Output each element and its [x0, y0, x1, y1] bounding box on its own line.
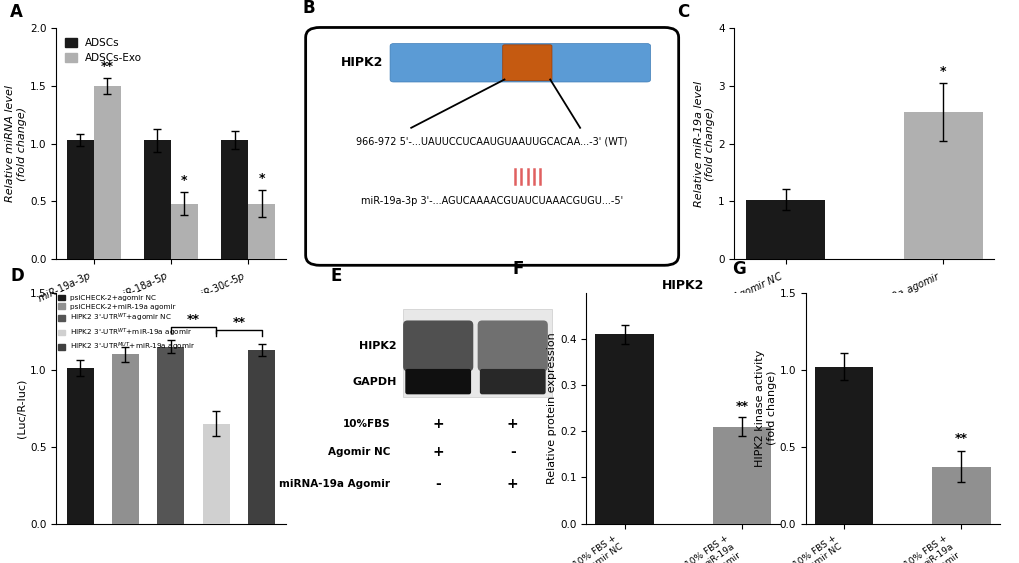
Bar	[814, 367, 872, 524]
Text: -: -	[435, 477, 440, 491]
Bar	[403, 309, 551, 396]
Y-axis label: Relative miR-19a level
(fold change): Relative miR-19a level (fold change)	[693, 81, 714, 207]
Legend: psiCHECK-2+agomir NC, psiCHECK-2+miR-19a agomir, HIPK2 3'-UTR$^{WT}$+agomir NC, : psiCHECK-2+agomir NC, psiCHECK-2+miR-19a…	[55, 292, 199, 356]
Text: miRNA-19a Agomir: miRNA-19a Agomir	[278, 479, 389, 489]
Bar	[248, 204, 275, 259]
FancyBboxPatch shape	[405, 369, 471, 394]
Text: **: **	[735, 400, 748, 413]
FancyBboxPatch shape	[389, 43, 650, 82]
Bar	[595, 334, 653, 524]
Bar	[112, 354, 139, 524]
Bar	[712, 427, 770, 524]
Text: +: +	[506, 417, 518, 431]
Text: +: +	[432, 445, 443, 459]
Bar	[248, 350, 275, 524]
Text: *: *	[181, 175, 187, 187]
Text: *: *	[258, 172, 265, 185]
Text: HIPK2: HIPK2	[340, 56, 383, 69]
Bar	[94, 86, 120, 259]
Bar	[171, 204, 198, 259]
Title: HIPK2: HIPK2	[661, 279, 704, 292]
Text: +: +	[432, 417, 443, 431]
Bar	[203, 423, 229, 524]
Text: +: +	[506, 477, 518, 491]
Text: B: B	[302, 0, 315, 17]
Bar	[903, 112, 981, 259]
Text: Agomir NC: Agomir NC	[327, 447, 389, 457]
Y-axis label: Relative miRNA level
(fold change): Relative miRNA level (fold change)	[5, 85, 26, 202]
Text: D: D	[10, 267, 23, 285]
FancyBboxPatch shape	[479, 369, 545, 394]
Y-axis label: HIPK2 kinase activity
(fold change): HIPK2 kinase activity (fold change)	[754, 350, 775, 467]
Text: **: **	[186, 313, 200, 326]
Text: GAPDH: GAPDH	[352, 377, 396, 387]
Text: E: E	[330, 267, 341, 285]
Bar	[66, 140, 94, 259]
Bar	[746, 199, 824, 259]
Y-axis label: (Luc/R-luc): (Luc/R-luc)	[17, 378, 26, 438]
Text: 10%FBS: 10%FBS	[342, 419, 389, 430]
Text: C: C	[677, 3, 689, 21]
Text: miR-19a-3p 3'-...AGUCAAAACGUAUCUAAACGUGU...-5': miR-19a-3p 3'-...AGUCAAAACGUAUCUAAACGUGU…	[361, 196, 623, 206]
Text: A: A	[10, 3, 23, 21]
FancyBboxPatch shape	[306, 28, 678, 265]
Text: **: **	[232, 316, 246, 329]
FancyBboxPatch shape	[403, 320, 473, 371]
Text: G: G	[732, 260, 745, 278]
FancyBboxPatch shape	[502, 45, 551, 81]
Legend: ADSCs, ADSCs-Exo: ADSCs, ADSCs-Exo	[61, 33, 147, 68]
Text: F: F	[513, 260, 524, 278]
Bar	[66, 368, 94, 524]
Bar	[221, 140, 248, 259]
Text: -: -	[510, 445, 516, 459]
Text: HIPK2: HIPK2	[359, 341, 396, 351]
Y-axis label: Relative protein expression: Relative protein expression	[547, 332, 557, 484]
Bar	[157, 347, 184, 524]
FancyBboxPatch shape	[477, 320, 547, 371]
Bar	[144, 140, 171, 259]
Text: **: **	[101, 60, 113, 73]
Text: *: *	[940, 65, 946, 78]
Bar	[931, 467, 989, 524]
Text: **: **	[954, 432, 967, 445]
Text: 966-972 5'-...UAUUCCUCAAUGUAAUUGCACAA...-3' (WT): 966-972 5'-...UAUUCCUCAAUGUAAUUGCACAA...…	[356, 136, 628, 146]
